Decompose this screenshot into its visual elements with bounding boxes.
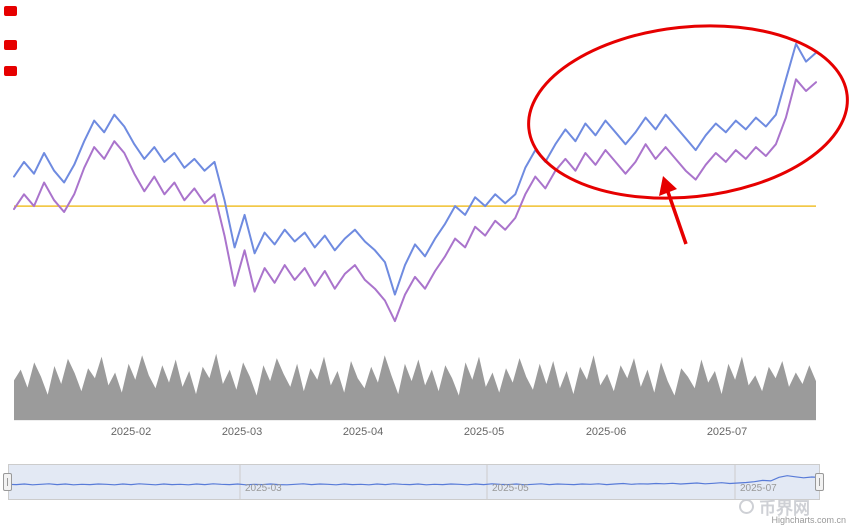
x-axis-label: 2025-02	[110, 426, 152, 438]
x-axis-label: 2025-03	[221, 426, 263, 438]
price-series-blue	[13, 42, 817, 296]
navigator-series	[7, 475, 821, 486]
red-marker-icon	[4, 6, 17, 16]
x-axis-label: 2025-06	[585, 426, 627, 438]
red-marker-icon	[4, 66, 17, 76]
navigator-label: 2025-05	[492, 483, 529, 494]
red-marker-icon	[4, 40, 17, 50]
arrow-head-icon	[659, 176, 677, 196]
price-series-purple	[13, 78, 817, 323]
highlight-arrow-annotation	[666, 191, 688, 245]
x-axis-label: 2025-04	[342, 426, 384, 438]
x-axis-label: 2025-07	[706, 426, 748, 438]
navigator-label: 2025-03	[245, 483, 282, 494]
navigator-label: 2025-07	[740, 483, 777, 494]
highlight-ellipse-annotation	[527, 24, 849, 200]
navigator-area[interactable]	[8, 464, 820, 500]
brand-name: 币界网	[759, 499, 810, 518]
highcharts-credits-link[interactable]: Highcharts.com.cn	[771, 515, 846, 525]
navigator-handle-left[interactable]	[3, 473, 12, 491]
volume-area-series	[14, 353, 816, 420]
x-axis-label: 2025-05	[463, 426, 505, 438]
brand-logo-icon	[739, 499, 754, 514]
navigator-handle-right[interactable]	[815, 473, 824, 491]
watermark: 币界网	[739, 494, 810, 519]
